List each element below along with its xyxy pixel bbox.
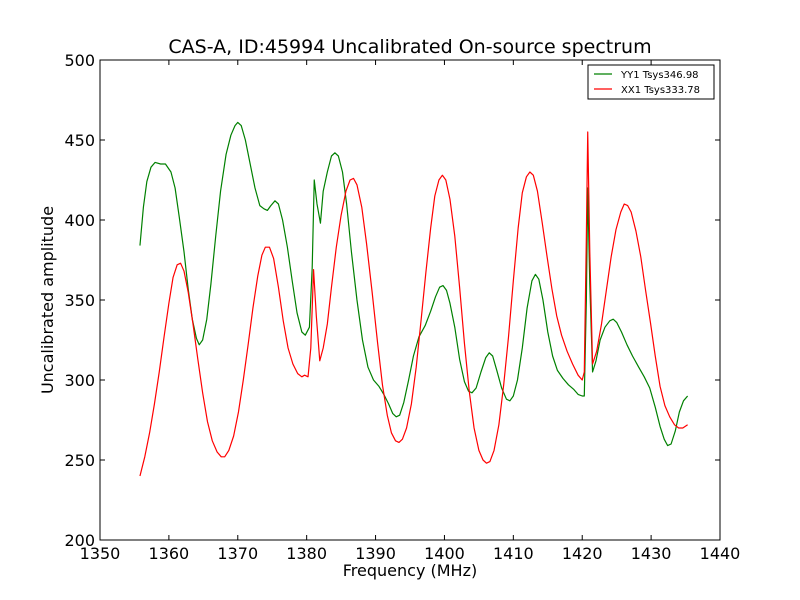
y-tick-label: 250 [64, 451, 95, 470]
x-tick-label: 1370 [217, 544, 258, 563]
x-tick-label: 1360 [149, 544, 190, 563]
series-line-xx1 [139, 131, 688, 477]
x-tick-label: 1400 [424, 544, 465, 563]
legend: YY1 Tsys346.98 XX1 Tsys333.78 [587, 64, 715, 100]
chart-title: CAS-A, ID:45994 Uncalibrated On-source s… [168, 36, 651, 58]
x-tick-label: 1440 [700, 544, 741, 563]
y-tick-label: 300 [64, 371, 95, 390]
x-tick-label: 1380 [286, 544, 327, 563]
y-tick-label: 350 [64, 291, 95, 310]
x-tick-label: 1420 [562, 544, 603, 563]
x-axis-title: Frequency (MHz) [343, 561, 477, 580]
y-tick-label: 500 [64, 51, 95, 70]
legend-box [587, 64, 715, 100]
plot-area [139, 121, 689, 477]
legend-label: YY1 Tsys346.98 [620, 70, 699, 81]
y-tick-label: 400 [64, 211, 95, 230]
legend-label: XX1 Tsys333.78 [621, 85, 700, 96]
y-tick-label: 200 [64, 531, 95, 550]
x-tick-label: 1390 [355, 544, 396, 563]
x-tick-label: 1410 [493, 544, 534, 563]
axis-ticks: 1350 1360 1370 1380 1390 1400 1410 1420 1430 1440… [64, 51, 740, 563]
y-tick-label: 450 [64, 131, 95, 150]
x-tick-label: 1430 [631, 544, 672, 563]
y-axis-title: Uncalibrated amplitude [38, 206, 57, 394]
x-tick-label: 1350 [80, 544, 121, 563]
